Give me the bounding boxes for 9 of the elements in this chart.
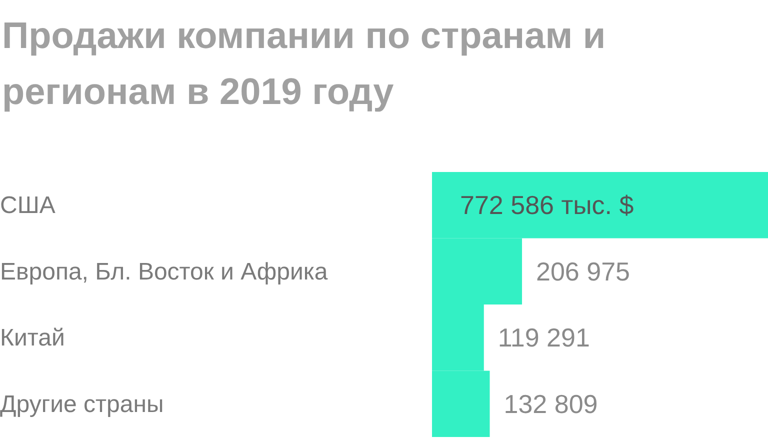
y-tick-label: Европа, Бл. Восток и Африка bbox=[0, 258, 328, 286]
data-label: 132 809 bbox=[504, 388, 598, 419]
y-tick-label: Другие страны bbox=[0, 390, 164, 418]
data-label: 119 291 bbox=[498, 322, 590, 353]
y-tick-label: США bbox=[0, 192, 56, 220]
data-label: 206 975 bbox=[536, 256, 630, 286]
y-tick-label: Китай bbox=[0, 324, 65, 352]
data-label: 772 586 тыс. $ bbox=[460, 190, 634, 220]
chart-title: Продажи компании по странам и регионам в 2019 году bbox=[2, 15, 606, 112]
